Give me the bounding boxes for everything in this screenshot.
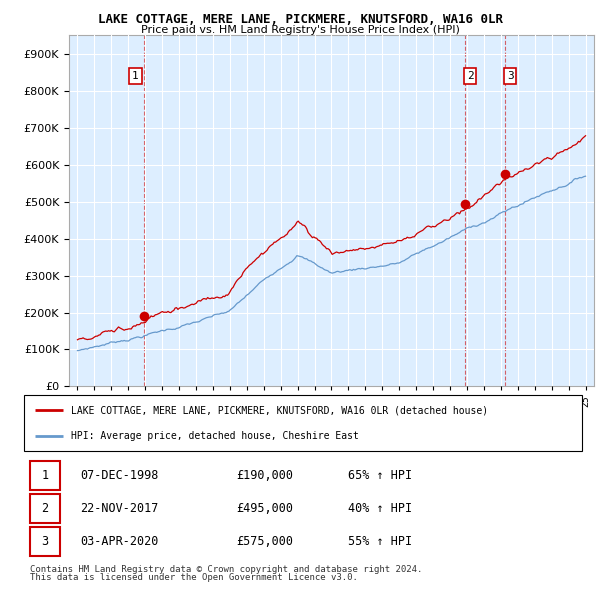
Text: HPI: Average price, detached house, Cheshire East: HPI: Average price, detached house, Ches… bbox=[71, 431, 359, 441]
Text: 55% ↑ HPI: 55% ↑ HPI bbox=[347, 535, 412, 549]
Text: 2: 2 bbox=[467, 71, 473, 81]
Text: 07-DEC-1998: 07-DEC-1998 bbox=[80, 469, 158, 483]
Bar bbox=[29, 461, 60, 490]
Text: 03-APR-2020: 03-APR-2020 bbox=[80, 535, 158, 549]
Text: 65% ↑ HPI: 65% ↑ HPI bbox=[347, 469, 412, 483]
Text: 1: 1 bbox=[132, 71, 139, 81]
Text: 3: 3 bbox=[41, 535, 49, 549]
Text: Price paid vs. HM Land Registry's House Price Index (HPI): Price paid vs. HM Land Registry's House … bbox=[140, 25, 460, 35]
Text: £190,000: £190,000 bbox=[236, 469, 293, 483]
Text: 3: 3 bbox=[507, 71, 514, 81]
Text: 40% ↑ HPI: 40% ↑ HPI bbox=[347, 502, 412, 516]
Text: This data is licensed under the Open Government Licence v3.0.: This data is licensed under the Open Gov… bbox=[30, 573, 358, 582]
Text: £575,000: £575,000 bbox=[236, 535, 293, 549]
Text: LAKE COTTAGE, MERE LANE, PICKMERE, KNUTSFORD, WA16 0LR (detached house): LAKE COTTAGE, MERE LANE, PICKMERE, KNUTS… bbox=[71, 405, 488, 415]
Text: 22-NOV-2017: 22-NOV-2017 bbox=[80, 502, 158, 516]
Text: 2: 2 bbox=[41, 502, 49, 516]
Text: £495,000: £495,000 bbox=[236, 502, 293, 516]
Bar bbox=[29, 494, 60, 523]
Bar bbox=[29, 527, 60, 556]
Text: 1: 1 bbox=[41, 469, 49, 483]
Text: Contains HM Land Registry data © Crown copyright and database right 2024.: Contains HM Land Registry data © Crown c… bbox=[30, 565, 422, 574]
Text: LAKE COTTAGE, MERE LANE, PICKMERE, KNUTSFORD, WA16 0LR: LAKE COTTAGE, MERE LANE, PICKMERE, KNUTS… bbox=[97, 13, 503, 26]
